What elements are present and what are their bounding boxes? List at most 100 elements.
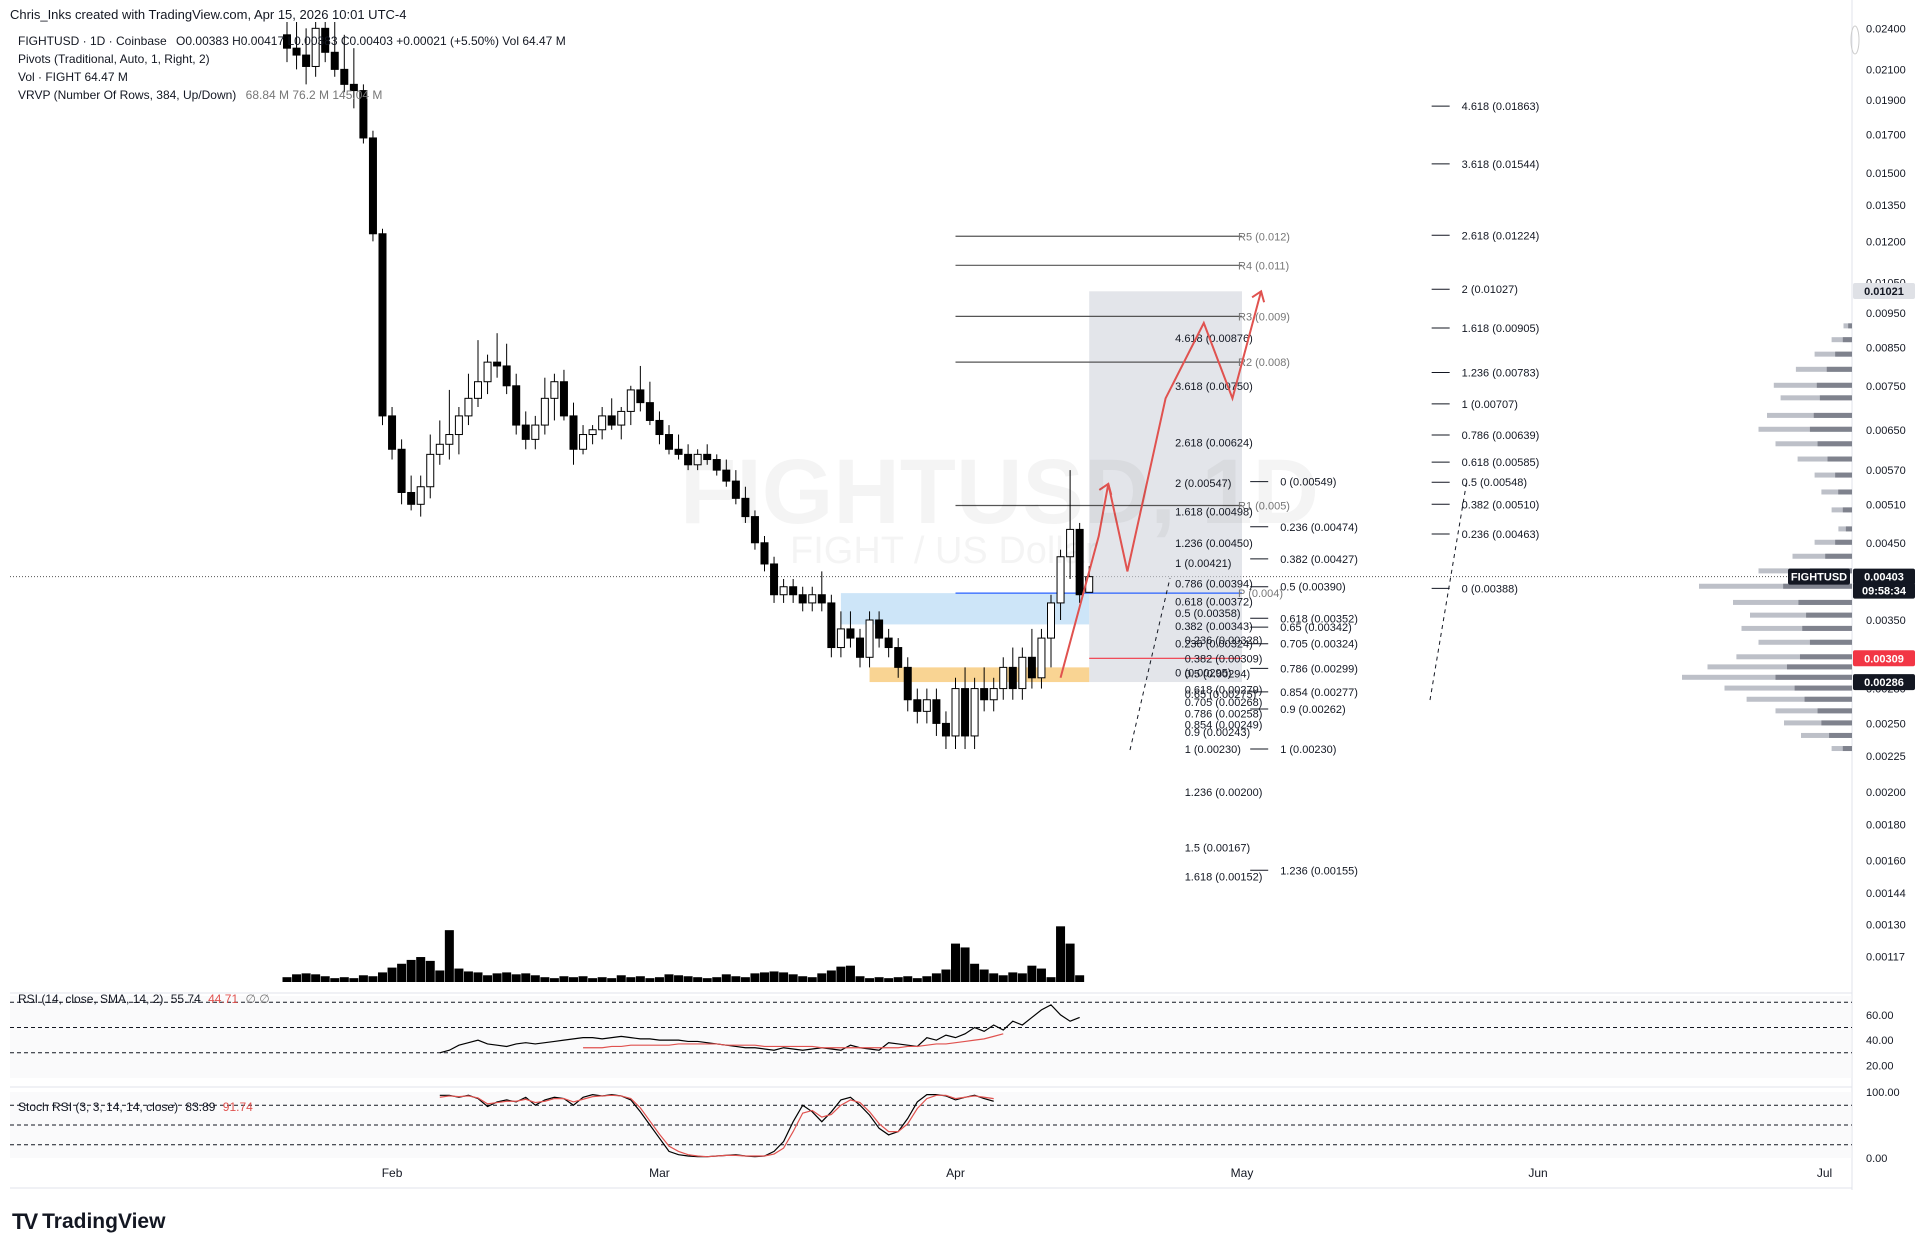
candle[interactable] — [684, 453, 693, 466]
candle[interactable] — [579, 434, 588, 450]
candle[interactable] — [292, 47, 301, 56]
candle[interactable] — [559, 381, 568, 417]
candle[interactable] — [1008, 666, 1017, 690]
volume-bar — [951, 943, 960, 982]
candle[interactable] — [607, 415, 616, 426]
candle[interactable] — [789, 586, 798, 596]
candle[interactable] — [569, 415, 578, 450]
candle[interactable] — [349, 83, 358, 92]
candle[interactable] — [703, 453, 712, 461]
candle[interactable] — [712, 459, 721, 471]
candle[interactable] — [999, 666, 1008, 690]
candle[interactable] — [330, 51, 339, 70]
candle[interactable] — [512, 385, 521, 426]
rsi-legend[interactable]: RSI (14, close, SMA, 14, 2) 55.74 44.71 … — [18, 992, 270, 1006]
candle[interactable] — [779, 586, 788, 596]
candle[interactable] — [922, 699, 931, 712]
candle[interactable] — [397, 448, 406, 493]
candle[interactable] — [474, 381, 482, 399]
candle[interactable] — [540, 397, 549, 426]
candle[interactable] — [598, 415, 607, 431]
candle[interactable] — [454, 415, 463, 436]
candle[interactable] — [321, 27, 330, 53]
candle[interactable] — [483, 361, 492, 383]
candle[interactable] — [951, 688, 960, 737]
candle[interactable] — [770, 563, 779, 596]
candle[interactable] — [674, 448, 683, 455]
candle[interactable] — [1075, 528, 1084, 596]
candle[interactable] — [750, 516, 759, 544]
candle[interactable] — [827, 602, 836, 649]
symbol-legend[interactable]: FIGHTUSD · 1D · Coinbase O0.00383 H0.004… — [18, 34, 566, 48]
candle[interactable] — [1018, 656, 1027, 690]
volume-bar — [378, 972, 387, 982]
candle[interactable] — [941, 722, 950, 737]
candle[interactable] — [798, 594, 807, 604]
candle[interactable] — [980, 688, 989, 701]
candle[interactable] — [741, 497, 750, 518]
candle[interactable] — [970, 688, 979, 737]
candle[interactable] — [875, 619, 884, 639]
candle[interactable] — [416, 486, 425, 505]
scale-handle-icon[interactable] — [1850, 25, 1860, 55]
candle[interactable] — [636, 389, 645, 404]
candle[interactable] — [961, 688, 970, 737]
candle[interactable] — [932, 699, 941, 724]
candle[interactable] — [856, 637, 864, 658]
candle[interactable] — [1037, 637, 1046, 679]
candle[interactable] — [407, 491, 416, 505]
candle[interactable] — [617, 410, 626, 426]
candle[interactable] — [645, 402, 654, 421]
candle[interactable] — [388, 415, 397, 450]
candle[interactable] — [846, 628, 855, 639]
candle[interactable] — [368, 137, 377, 235]
tradingview-brand[interactable]: TV TradingView — [12, 1209, 165, 1235]
candle[interactable] — [1066, 528, 1075, 558]
rsi-pane[interactable] — [10, 996, 1852, 1078]
vrvp-legend[interactable]: VRVP (Number Of Rows, 384, Up/Down) 68.8… — [18, 88, 382, 102]
candle[interactable] — [445, 434, 454, 445]
candle[interactable] — [426, 453, 435, 488]
candle[interactable] — [817, 594, 826, 604]
candle[interactable] — [464, 397, 473, 417]
candle[interactable] — [340, 68, 349, 85]
candle[interactable] — [588, 429, 597, 436]
candle[interactable] — [808, 594, 817, 604]
candle[interactable] — [894, 647, 903, 668]
candle[interactable] — [884, 637, 893, 649]
candle[interactable] — [302, 54, 311, 67]
pivots-legend[interactable]: Pivots (Traditional, Auto, 1, Right, 2) — [18, 52, 210, 66]
candle[interactable] — [1027, 656, 1036, 679]
stoch-rsi-pane[interactable] — [10, 1092, 1852, 1158]
candle[interactable] — [521, 424, 530, 440]
candle[interactable] — [378, 233, 387, 417]
candle[interactable] — [1047, 602, 1055, 639]
candle[interactable] — [722, 469, 731, 482]
candle[interactable] — [359, 90, 368, 139]
candle[interactable] — [626, 389, 635, 412]
candle[interactable] — [760, 542, 769, 565]
candle[interactable] — [693, 453, 702, 466]
candles-layer[interactable] — [283, 22, 1094, 750]
candle[interactable] — [531, 424, 540, 440]
stoch-legend[interactable]: Stoch RSI (3, 3, 14, 14, close) 83.89 91… — [18, 1100, 253, 1114]
candle[interactable] — [913, 699, 922, 712]
candle[interactable] — [903, 666, 912, 701]
candle[interactable] — [665, 434, 673, 450]
candle[interactable] — [989, 688, 998, 701]
candle[interactable] — [493, 361, 502, 367]
candle[interactable] — [550, 381, 559, 399]
candle[interactable] — [283, 34, 291, 49]
candle[interactable] — [865, 619, 874, 658]
candle[interactable] — [836, 628, 845, 649]
symbol-line[interactable]: FIGHTUSD · 1D · Coinbase — [18, 34, 167, 48]
fib-level-label: 0.705 (0.00324) — [1280, 639, 1358, 651]
candle[interactable] — [655, 419, 664, 436]
candle[interactable] — [435, 443, 444, 455]
candle[interactable] — [502, 365, 511, 387]
volume-legend[interactable]: Vol · FIGHT 64.47 M — [18, 70, 128, 84]
candle[interactable] — [1056, 556, 1065, 604]
candle[interactable] — [731, 480, 740, 499]
candle[interactable] — [311, 27, 320, 67]
